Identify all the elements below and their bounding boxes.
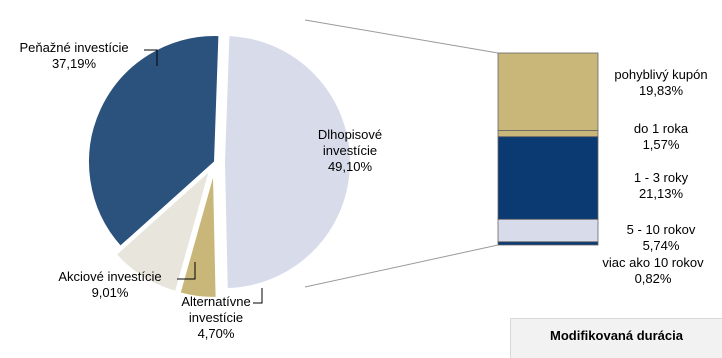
bar-label-5-10y: 5 - 10 rokov 5,74%	[597, 222, 722, 254]
segment-value: 0,82%	[634, 271, 672, 286]
slice-value: 37,19%	[51, 56, 97, 71]
slice-label-alternative: Alternatívne investície 4,70%	[156, 294, 276, 342]
pie-slice-money	[87, 34, 221, 249]
segment-value: 19,83%	[638, 83, 684, 98]
pie-slice-stocks	[114, 166, 213, 294]
bar-segment-1-3y	[497, 136, 599, 220]
slice-name: Alternatívne investície	[181, 294, 251, 325]
bar-label-10y-plus: viac ako 10 rokov 0,82%	[584, 255, 722, 287]
bar-segment-to-1y	[497, 130, 599, 138]
segment-name: do 1 roka	[633, 121, 689, 136]
slice-value: 49,10%	[327, 159, 373, 174]
segment-name: 1 - 3 roky	[633, 170, 689, 185]
connector-line-top	[304, 19, 499, 54]
slice-label-stocks: Akciové investície 9,01%	[45, 269, 175, 301]
leader-line-stocks	[177, 262, 196, 280]
bar-segment-10y-plus	[497, 241, 599, 246]
bar-label-1y: do 1 roka 1,57%	[597, 121, 722, 153]
slice-value: 4,70%	[197, 326, 235, 341]
segment-name: 5 - 10 rokov	[626, 222, 696, 237]
pie-slice-bonds	[222, 34, 352, 291]
slice-name: Dlhopisové investície	[317, 127, 383, 158]
segment-name: pohyblivý kupón	[614, 67, 708, 82]
stacked-bar-group	[497, 52, 599, 246]
chart-stage: Dlhopisové investície 49,10% Peňažné inv…	[4, 19, 722, 358]
segment-value: 21,13%	[638, 186, 684, 201]
segment-value: 5,74%	[642, 238, 680, 253]
slice-label-money: Peňažné investície 37,19%	[4, 40, 144, 72]
segment-name: viac ako 10 rokov	[602, 255, 704, 270]
slice-name: Peňažné investície	[19, 40, 129, 55]
modified-duration-title: Modifikovaná durácia	[550, 328, 683, 343]
bar-segment-5-10y	[497, 218, 599, 243]
segment-value: 1,57%	[642, 137, 680, 152]
pie-group	[87, 34, 352, 299]
slice-label-bonds: Dlhopisové investície 49,10%	[300, 127, 400, 175]
leader-line-alternative	[253, 288, 263, 304]
slice-name: Akciové investície	[58, 269, 162, 284]
bar-label-floating: pohyblivý kupón 19,83%	[597, 67, 722, 99]
leader-lines	[144, 19, 499, 304]
leader-line-money	[144, 49, 158, 66]
slice-value: 9,01%	[91, 285, 129, 300]
bar-label-1-3y: 1 - 3 roky 21,13%	[597, 170, 722, 202]
connector-line-bottom	[304, 244, 499, 288]
pie-slice-alternative	[178, 170, 218, 299]
pie-of-bar-chart	[87, 19, 599, 304]
bar-segment-floating	[497, 52, 599, 131]
modified-duration-box: Modifikovaná durácia	[510, 318, 722, 358]
